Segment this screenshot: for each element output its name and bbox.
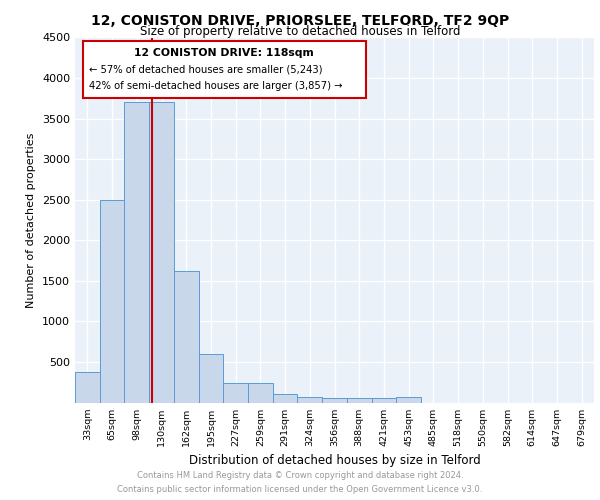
Bar [371,398,396,402]
Text: 12, CONISTON DRIVE, PRIORSLEE, TELFORD, TF2 9QP: 12, CONISTON DRIVE, PRIORSLEE, TELFORD, … [91,14,509,28]
Bar [199,354,223,403]
Bar [75,372,100,402]
Bar [100,200,124,402]
Text: 12 CONISTON DRIVE: 118sqm: 12 CONISTON DRIVE: 118sqm [134,48,314,58]
Bar [298,397,322,402]
Text: Size of property relative to detached houses in Telford: Size of property relative to detached ho… [140,25,460,38]
Bar [149,102,174,403]
X-axis label: Distribution of detached houses by size in Telford: Distribution of detached houses by size … [188,454,481,467]
Bar [396,397,421,402]
Bar [248,383,273,402]
FancyBboxPatch shape [83,41,365,98]
Y-axis label: Number of detached properties: Number of detached properties [26,132,37,308]
Bar [347,398,371,402]
Bar [273,394,298,402]
Bar [174,271,199,402]
Bar [124,102,149,403]
Bar [322,398,347,402]
Bar [223,383,248,402]
Text: 42% of semi-detached houses are larger (3,857) →: 42% of semi-detached houses are larger (… [89,80,343,90]
Text: Contains HM Land Registry data © Crown copyright and database right 2024.
Contai: Contains HM Land Registry data © Crown c… [118,472,482,494]
Text: ← 57% of detached houses are smaller (5,243): ← 57% of detached houses are smaller (5,… [89,65,323,75]
